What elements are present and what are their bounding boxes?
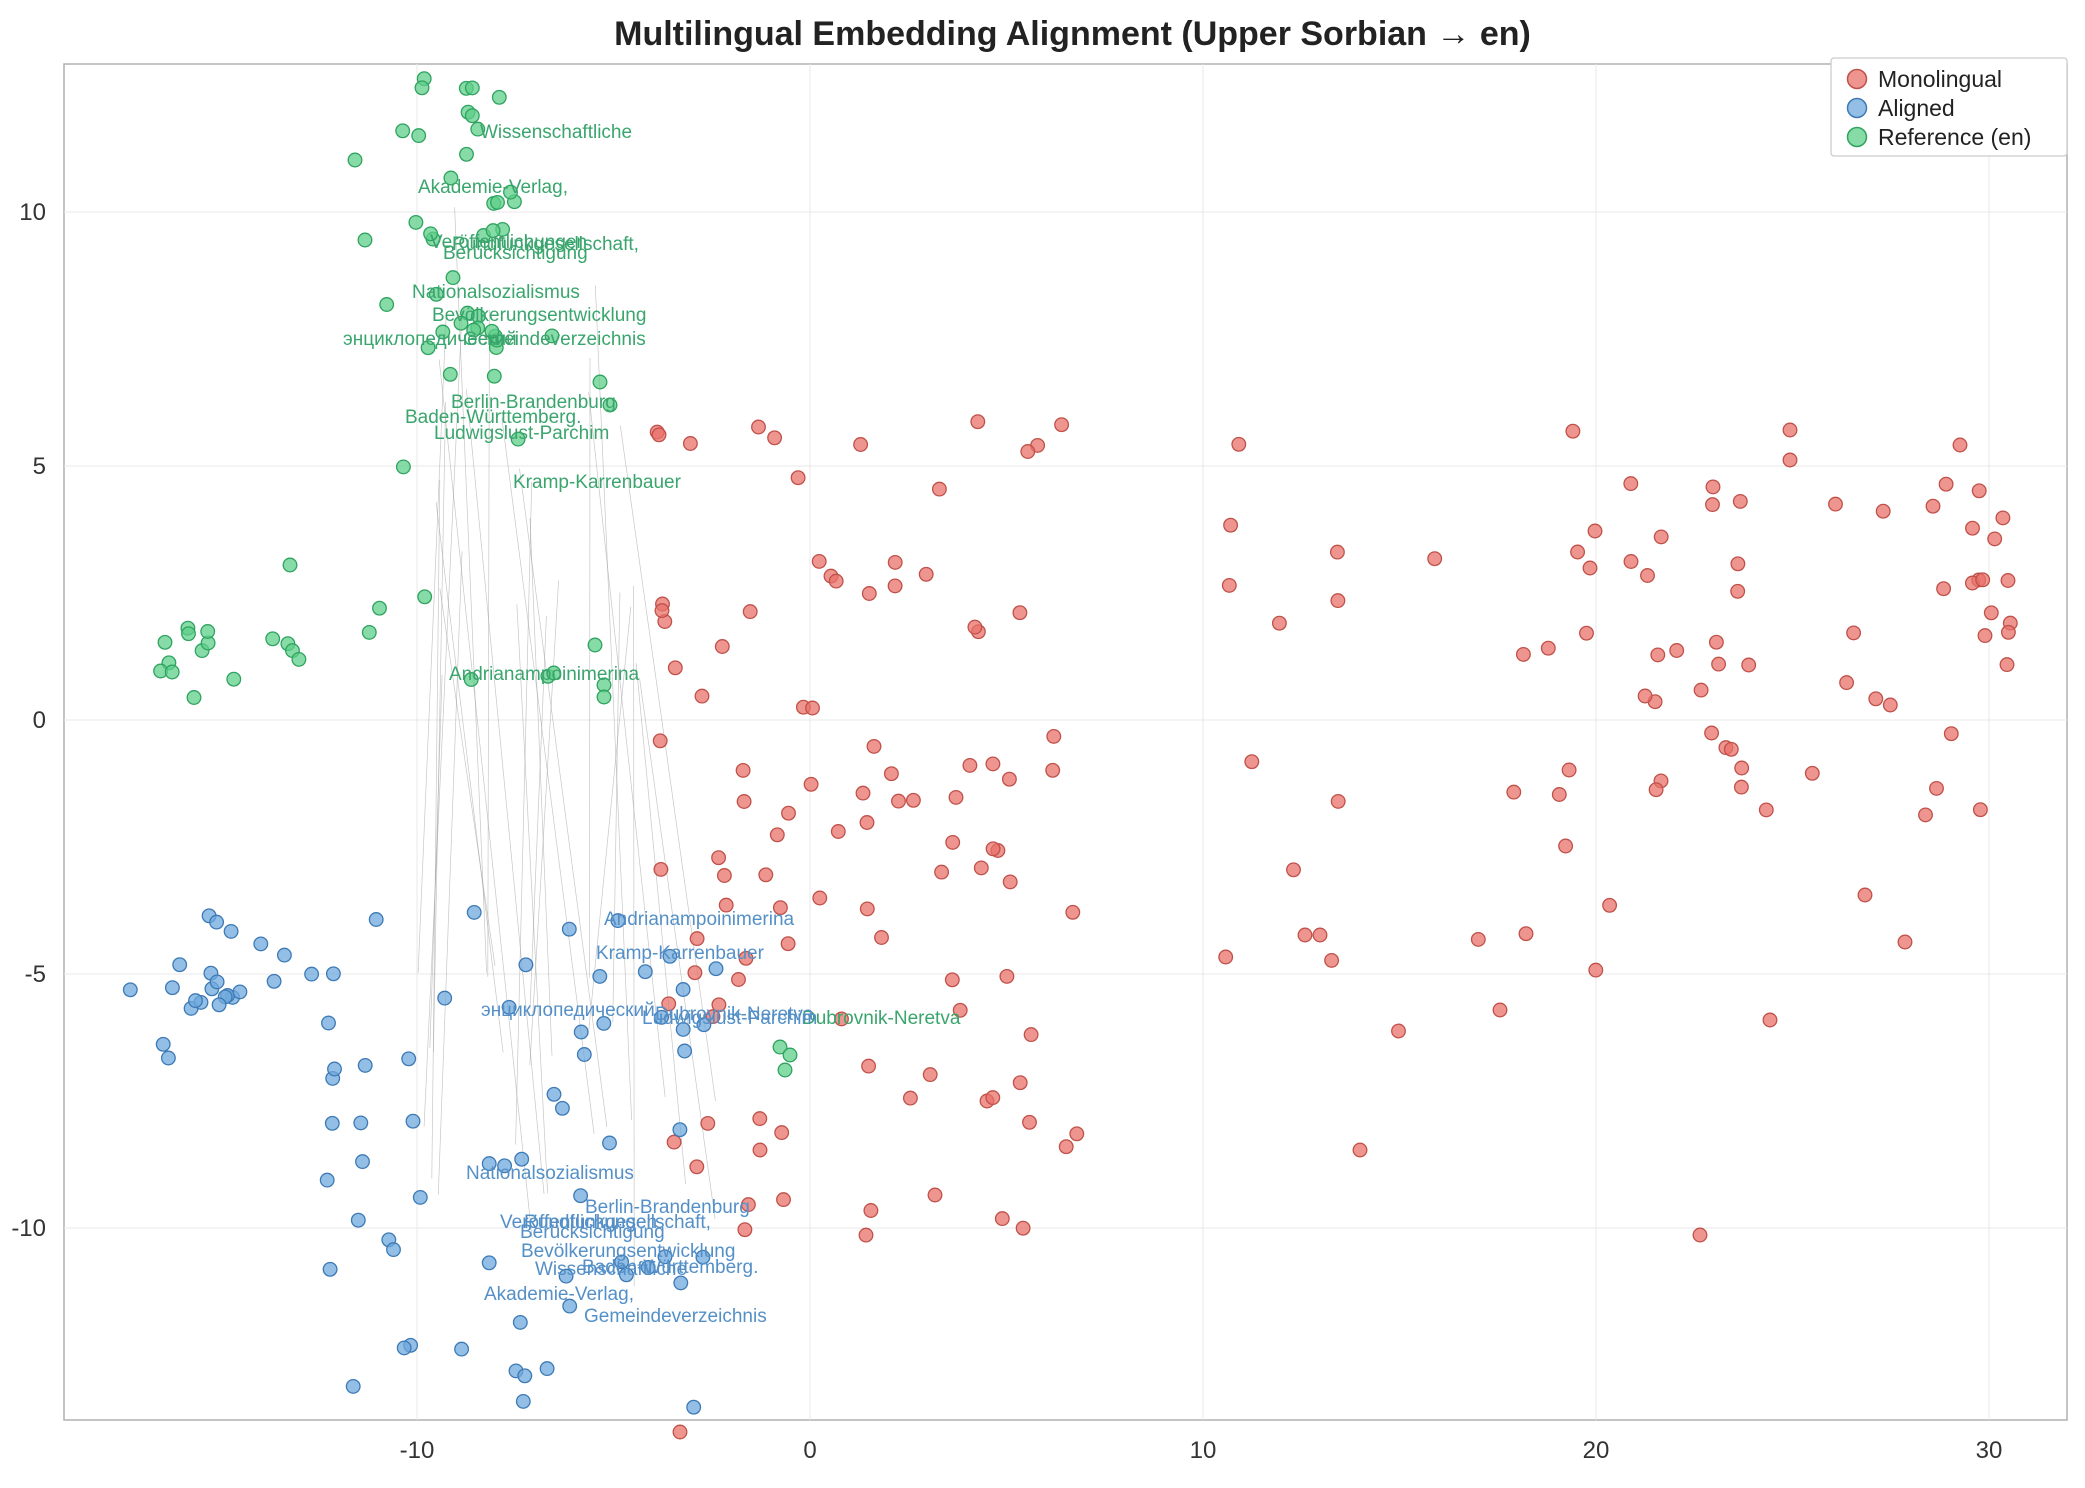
- svg-text:Nationalsozialismus: Nationalsozialismus: [466, 1163, 634, 1184]
- svg-text:Akademie-Verlag,: Akademie-Verlag,: [484, 1284, 634, 1305]
- svg-text:Andrianampoinimerina: Andrianampoinimerina: [449, 664, 640, 685]
- svg-text:-10: -10: [11, 1215, 46, 1242]
- svg-text:Gemeindeverzeichnis: Gemeindeverzeichnis: [463, 329, 646, 350]
- svg-text:энциклопедический: энциклопедический: [481, 1000, 655, 1021]
- svg-text:0: 0: [803, 1437, 816, 1464]
- svg-text:Gemeindeverzeichnis: Gemeindeverzeichnis: [584, 1306, 767, 1327]
- svg-text:-5: -5: [25, 961, 46, 988]
- svg-text:Akademie-Verlag,: Akademie-Verlag,: [418, 177, 568, 198]
- svg-text:Kramp-Karrenbauer: Kramp-Karrenbauer: [596, 943, 765, 964]
- svg-text:Bevölkerungsentwicklung: Bevölkerungsentwicklung: [432, 305, 646, 326]
- svg-text:10: 10: [1190, 1437, 1217, 1464]
- svg-text:Ludwigslust-Parchim: Ludwigslust-Parchim: [642, 1008, 817, 1029]
- svg-text:Berücksichtigung: Berücksichtigung: [520, 1222, 665, 1243]
- svg-text:20: 20: [1583, 1437, 1610, 1464]
- svg-text:Kramp-Karrenbauer: Kramp-Karrenbauer: [513, 472, 682, 493]
- svg-text:Reference (en): Reference (en): [1878, 124, 2031, 150]
- svg-text:-10: -10: [400, 1437, 435, 1464]
- svg-text:5: 5: [33, 453, 46, 480]
- svg-text:Nationalsozialismus: Nationalsozialismus: [412, 282, 580, 303]
- svg-text:Baden-Württemberg.: Baden-Württemberg.: [582, 1257, 758, 1278]
- svg-text:Multilingual Embedding Alignme: Multilingual Embedding Alignment (Upper …: [614, 15, 1531, 53]
- svg-text:Berücksichtigung: Berücksichtigung: [443, 243, 588, 264]
- svg-text:10: 10: [19, 199, 46, 226]
- svg-text:30: 30: [1976, 1437, 2003, 1464]
- svg-text:Wissenschaftliche: Wissenschaftliche: [480, 122, 632, 143]
- svg-text:Andrianampoinimerina: Andrianampoinimerina: [604, 909, 795, 930]
- svg-text:Aligned: Aligned: [1878, 95, 1955, 121]
- svg-text:Ludwigslust-Parchim: Ludwigslust-Parchim: [434, 423, 609, 444]
- svg-text:0: 0: [33, 707, 46, 734]
- svg-text:Dubrovnik-Neretva: Dubrovnik-Neretva: [802, 1008, 961, 1029]
- svg-text:Monolingual: Monolingual: [1878, 66, 2002, 92]
